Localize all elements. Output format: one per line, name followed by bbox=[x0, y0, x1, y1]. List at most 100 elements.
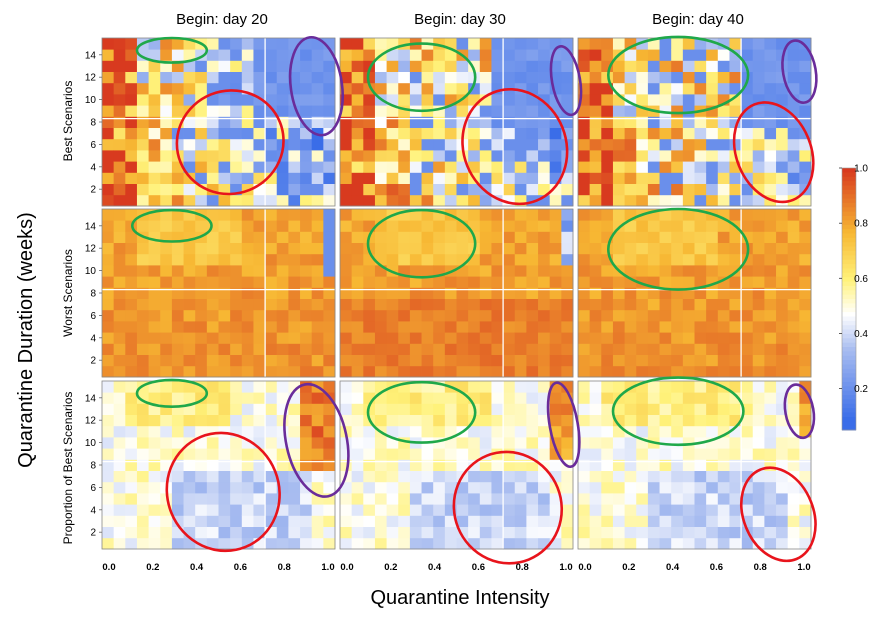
heatmap-cell bbox=[276, 365, 289, 378]
heatmap-cell bbox=[300, 231, 313, 243]
heatmap-cell bbox=[624, 82, 637, 95]
heatmap-cell bbox=[561, 60, 574, 72]
heatmap-cell bbox=[479, 493, 492, 505]
heatmap-cell bbox=[102, 161, 115, 173]
heatmap-cell bbox=[136, 194, 149, 207]
heatmap-cell bbox=[206, 38, 219, 50]
heatmap-cell bbox=[717, 403, 730, 415]
heatmap-cell bbox=[776, 209, 789, 221]
heatmap-cell bbox=[589, 60, 602, 72]
heatmap-cell bbox=[276, 298, 289, 311]
heatmap-cell bbox=[206, 150, 219, 162]
heatmap-cell bbox=[300, 321, 313, 333]
heatmap-cell bbox=[671, 127, 684, 140]
heatmap-cell bbox=[253, 321, 266, 333]
heatmap-cell bbox=[148, 414, 161, 427]
heatmap-cell bbox=[764, 138, 777, 151]
heatmap-cell bbox=[218, 526, 231, 539]
purple-ellipse-annotation bbox=[549, 45, 583, 117]
heatmap-cell bbox=[647, 298, 660, 311]
heatmap-cell bbox=[125, 481, 138, 494]
heatmap-cell bbox=[561, 504, 574, 516]
heatmap-cell bbox=[265, 138, 278, 151]
heatmap-cell bbox=[183, 209, 196, 221]
heatmap-cell bbox=[311, 183, 324, 196]
heatmap-cell bbox=[398, 220, 411, 232]
heatmap-cell bbox=[265, 209, 278, 221]
heatmap-cell bbox=[503, 526, 516, 539]
heatmap-cell bbox=[148, 365, 161, 378]
heatmap-cell bbox=[218, 365, 231, 378]
heatmap-cell bbox=[776, 403, 789, 415]
heatmap-cell bbox=[612, 253, 625, 266]
heatmap-cell bbox=[549, 470, 562, 483]
heatmap-cell bbox=[421, 172, 434, 184]
heatmap-cell bbox=[276, 332, 289, 344]
heatmap-cell bbox=[624, 183, 637, 196]
heatmap-cell bbox=[409, 94, 422, 106]
heatmap-cell bbox=[682, 231, 695, 243]
heatmap-cell bbox=[113, 38, 126, 50]
heatmap-cell bbox=[218, 459, 231, 471]
heatmap-cell bbox=[741, 94, 754, 106]
heatmap-cell bbox=[589, 493, 602, 505]
colorbar-segment bbox=[842, 229, 856, 234]
heatmap-cell bbox=[776, 127, 789, 140]
x-tick-label: 0.8 bbox=[278, 562, 291, 573]
heatmap-cell bbox=[363, 127, 376, 140]
heatmap-cell bbox=[764, 515, 777, 527]
heatmap-cell bbox=[671, 403, 684, 415]
heatmap-cell bbox=[589, 437, 602, 449]
heatmap-cell bbox=[253, 276, 266, 288]
heatmap-cell bbox=[386, 354, 399, 367]
heatmap-cell bbox=[374, 381, 387, 393]
heatmap-cell bbox=[682, 470, 695, 483]
heatmap-cell bbox=[171, 161, 184, 173]
heatmap-cell bbox=[276, 161, 289, 173]
heatmap-cell bbox=[729, 194, 742, 207]
heatmap-cell bbox=[578, 183, 591, 196]
heatmap-cell bbox=[787, 138, 800, 151]
heatmap-cell bbox=[183, 276, 196, 288]
heatmap-cell bbox=[647, 470, 660, 483]
heatmap-cell bbox=[351, 183, 364, 196]
heatmap-cell bbox=[386, 403, 399, 415]
colorbar-segment bbox=[842, 202, 856, 208]
heatmap-cell bbox=[125, 414, 138, 427]
heatmap-cell bbox=[491, 220, 504, 232]
heatmap-cell bbox=[549, 332, 562, 344]
heatmap-cell bbox=[444, 183, 457, 196]
heatmap-cell bbox=[288, 38, 301, 50]
heatmap-cell bbox=[624, 343, 637, 355]
heatmap-cell bbox=[717, 392, 730, 404]
heatmap-cell bbox=[398, 253, 411, 266]
heatmap-cell bbox=[386, 332, 399, 344]
heatmap-cell bbox=[288, 321, 301, 333]
heatmap-cell bbox=[136, 309, 149, 322]
heatmap-cell bbox=[549, 265, 562, 277]
heatmap-cell bbox=[659, 172, 672, 184]
heatmap-cell bbox=[386, 287, 399, 299]
heatmap-cell bbox=[741, 265, 754, 277]
heatmap-cell bbox=[468, 94, 481, 106]
heatmap-cell bbox=[171, 321, 184, 333]
heatmap-cell bbox=[300, 105, 313, 117]
heatmap-cell bbox=[764, 60, 777, 72]
heatmap-cell bbox=[549, 116, 562, 128]
heatmap-cell bbox=[787, 332, 800, 344]
heatmap-cell bbox=[671, 220, 684, 232]
heatmap-cell bbox=[694, 537, 707, 550]
x-axis-title: Quarantine Intensity bbox=[371, 587, 550, 609]
heatmap-cell bbox=[265, 231, 278, 243]
heatmap-cell bbox=[479, 82, 492, 95]
heatmap-cell bbox=[323, 242, 336, 255]
heatmap-cell bbox=[160, 94, 173, 106]
heatmap-cell bbox=[479, 526, 492, 539]
heatmap-cell bbox=[549, 414, 562, 427]
heatmap-cell bbox=[636, 354, 649, 367]
heatmap-cell bbox=[468, 332, 481, 344]
heatmap-cell bbox=[612, 437, 625, 449]
heatmap-cell bbox=[538, 298, 551, 311]
heatmap-cell bbox=[456, 526, 469, 539]
heatmap-cell bbox=[752, 49, 765, 61]
